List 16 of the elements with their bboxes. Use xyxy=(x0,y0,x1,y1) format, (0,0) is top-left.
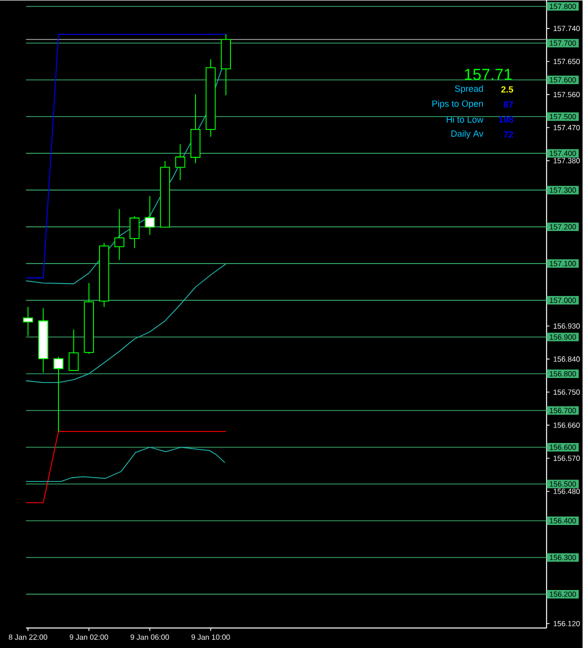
candlestick xyxy=(144,196,155,236)
annotation: Daily Av xyxy=(451,130,484,139)
annotation: Pips to Open xyxy=(432,100,483,109)
annotation: 157.71 xyxy=(464,68,512,80)
candlestick xyxy=(114,208,124,260)
annotation: 2.5 xyxy=(501,86,513,93)
candlestick xyxy=(68,329,79,372)
candlestick xyxy=(129,216,140,249)
annotation: 72 xyxy=(504,131,513,138)
annotation: 108 xyxy=(498,116,513,123)
annotation: 87 xyxy=(504,101,513,108)
annotation: Hi to Low xyxy=(446,116,484,123)
candlestick xyxy=(175,144,186,181)
candlestick xyxy=(22,306,33,336)
annotation: Spread xyxy=(454,85,483,94)
candlestick xyxy=(53,356,64,432)
